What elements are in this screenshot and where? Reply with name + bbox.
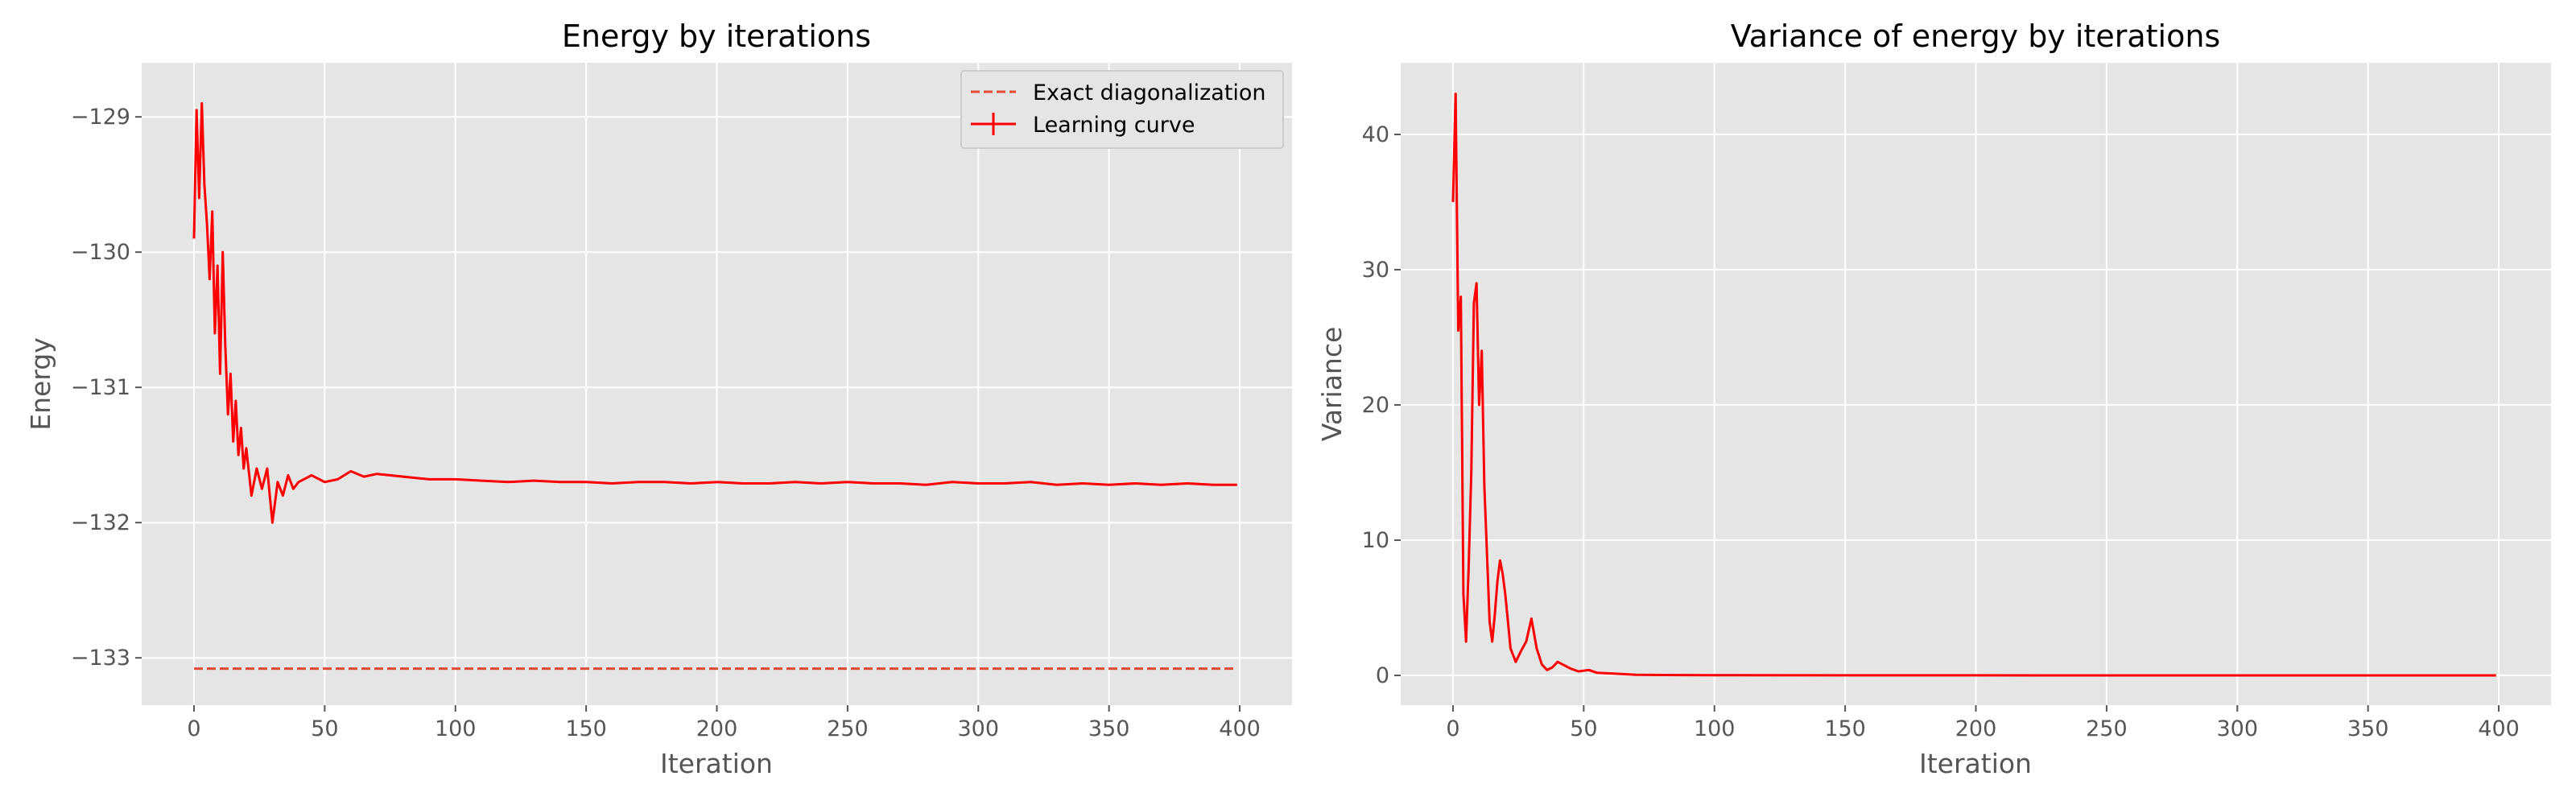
variance-series-line-0 [1451,93,2496,677]
variance-panel: 0 50 100 150 200 250 300 350 400 0 10 20 30 40 Varia… [1316,19,2551,779]
energy-y-tick-label: −133 [71,646,130,671]
energy-y-tick-label: −132 [71,510,130,535]
energy-x-tick-label: 300 [957,716,999,741]
variance-y-tick-label: 30 [1362,258,1389,283]
energy-x-ticks: 0 50 100 150 200 250 300 350 400 [187,705,1261,741]
energy-y-axis-label: Energy [25,337,56,431]
variance-x-tick-label: 300 [2216,716,2258,741]
energy-chart-title: Energy by iterations [562,19,871,54]
energy-y-tick-label: −129 [71,105,130,130]
energy-x-tick-label: 350 [1088,716,1130,741]
legend-exact-label: Exact diagonalization [1033,80,1266,105]
energy-x-tick-label: 200 [696,716,738,741]
energy-gridlines [142,63,1292,705]
variance-chart-title: Variance of energy by iterations [1731,19,2220,54]
energy-y-tick-label: −131 [71,375,130,400]
variance-x-ticks: 0 50 100 150 200 250 300 350 400 [1446,705,2520,741]
energy-x-tick-label: 0 [187,716,200,741]
variance-y-tick-label: 20 [1362,393,1389,418]
variance-x-tick-label: 150 [1824,716,1866,741]
variance-gridlines [1401,63,2551,705]
energy-y-tick-label: −130 [71,240,130,265]
energy-x-axis-label: Iteration [660,748,773,779]
variance-x-tick-label: 200 [1955,716,1997,741]
variance-x-tick-label: 400 [2478,716,2520,741]
variance-x-axis-label: Iteration [1919,748,2032,779]
energy-x-tick-label: 50 [311,716,338,741]
variance-x-tick-label: 0 [1446,716,1459,741]
variance-x-tick-label: 350 [2347,716,2389,741]
energy-panel: 0 50 100 150 200 250 300 350 400 −133−132−131−13… [25,19,1292,779]
variance-y-ticks: 0 10 20 30 40 [1362,122,1401,688]
energy-x-tick-label: 150 [565,716,607,741]
variance-y-axis-label: Variance [1316,327,1348,442]
energy-x-tick-label: 400 [1219,716,1261,741]
variance-x-tick-label: 100 [1694,716,1736,741]
legend-box [960,70,1284,149]
variance-x-tick-label: 50 [1570,716,1597,741]
energy-legend: Exact diagonalization Learning curve [960,70,1284,149]
energy-y-ticks: −133 −132 −131 −130 −129 [71,105,142,671]
energy-x-tick-label: 250 [827,716,869,741]
variance-x-tick-label: 250 [2086,716,2128,741]
variance-y-tick-label: 0 [1376,663,1389,688]
variance-series-group [1451,93,2496,677]
variance-y-tick-label: 40 [1362,122,1389,147]
energy-series-line-1 [192,101,1237,524]
legend-learning-label: Learning curve [1033,113,1195,138]
energy-x-tick-label: 100 [435,716,477,741]
energy-series-group [192,101,1237,671]
variance-y-tick-label: 10 [1362,528,1389,553]
